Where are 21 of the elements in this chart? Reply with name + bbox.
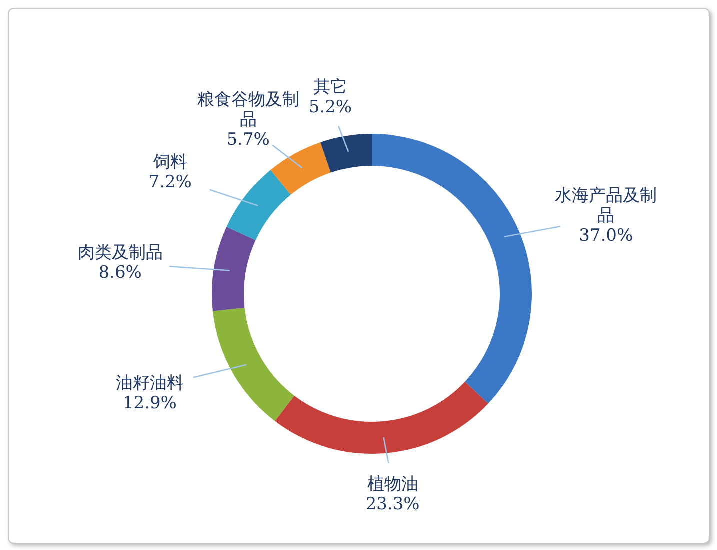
donut-slice [372,134,532,404]
donut-slice [226,170,291,240]
donut-slice [270,142,331,195]
data-label: 5.7% [226,130,270,150]
data-label: 37.0% [579,226,634,246]
donut-slice [212,226,256,312]
data-label: 5.2% [308,98,352,118]
data-label: 8.6% [98,262,142,283]
slice-label: 水海产品及制品 [555,186,658,226]
slice-label: 饲料 [152,152,188,173]
donut-slice [320,134,372,173]
slice-label: 油籽油料 [116,373,184,394]
donut-slice [212,308,294,422]
slice-label: 其它 [313,78,348,98]
slice-label: 粮食谷物及制品 [197,90,300,130]
slice-label: 肉类及制品 [78,242,163,263]
data-label: 12.9% [122,393,177,414]
data-label: 23.3% [366,494,420,514]
donut-slice [275,382,488,454]
slice-label: 植物油 [367,474,418,494]
data-label: 7.2% [148,172,192,193]
